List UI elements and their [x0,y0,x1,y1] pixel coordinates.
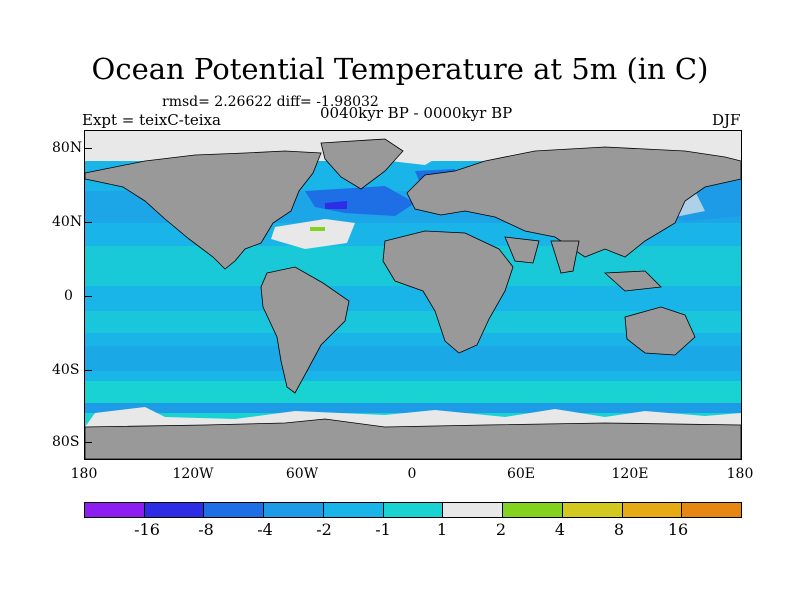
colorbar-label: 1 [436,520,448,539]
colorbar-segment [682,503,742,517]
colorbar-segment [323,503,384,517]
eurasia-landmass [406,146,741,258]
colorbar-segment [204,503,265,517]
x-label-120W: 120W [172,466,214,482]
colorbar-label: -8 [198,520,214,539]
africa-landmass [382,230,514,354]
x-label-60E: 60E [506,466,536,482]
colorbar-label: 2 [495,520,507,539]
x-label-0: 0 [407,466,417,482]
y-tick [84,222,92,223]
north-america-landmass [85,150,322,270]
colorbar-label: -1 [375,520,391,539]
colorbar-segment [144,503,205,517]
colorbar-label: -2 [316,520,332,539]
y-label-0: 0 [64,288,73,304]
y-label-80S: 80S [52,434,80,450]
map-plot-area [84,130,742,460]
colorbar-segment [622,503,683,517]
y-tick [84,370,92,371]
experiment-label: Expt = teixC-teixa [82,111,221,129]
antarctica-landmass [85,418,741,459]
colorbar-segment [443,503,504,517]
x-label-60W: 60W [285,466,319,482]
x-label-180w: 180 [70,466,98,482]
map-svg [85,131,741,459]
colorbar-label: 8 [613,520,625,539]
y-tick [84,296,92,297]
colorbar-segment [264,503,324,517]
colorbar-label: -4 [257,520,273,539]
x-label-180e: 180 [726,466,754,482]
y-tick [84,148,92,149]
colorbar-segment [562,503,623,517]
y-label-40S: 40S [52,362,80,378]
colorbar-segment [85,503,145,517]
x-label-120E: 120E [611,466,649,482]
season-label: DJF [712,111,741,129]
colorbar-segment [383,503,444,517]
colorbar-label: 16 [667,520,689,539]
greenland-landmass [320,138,404,190]
y-tick [84,442,92,443]
stats-text: rmsd= 2.26622 diff= -1.98032 [162,94,379,110]
colorbar-label: -16 [134,520,160,539]
colorbar-segment [503,503,563,517]
colorbar-label: 4 [554,520,566,539]
australia-landmass [624,306,696,356]
south-america-landmass [260,266,350,394]
y-label-80N: 80N [52,140,83,156]
colorbar [84,502,742,518]
y-label-40N: 40N [52,214,83,230]
period-label: 0040kyr BP - 0000kyr BP [320,104,513,122]
map-title: Ocean Potential Temperature at 5m (in C) [91,52,709,86]
